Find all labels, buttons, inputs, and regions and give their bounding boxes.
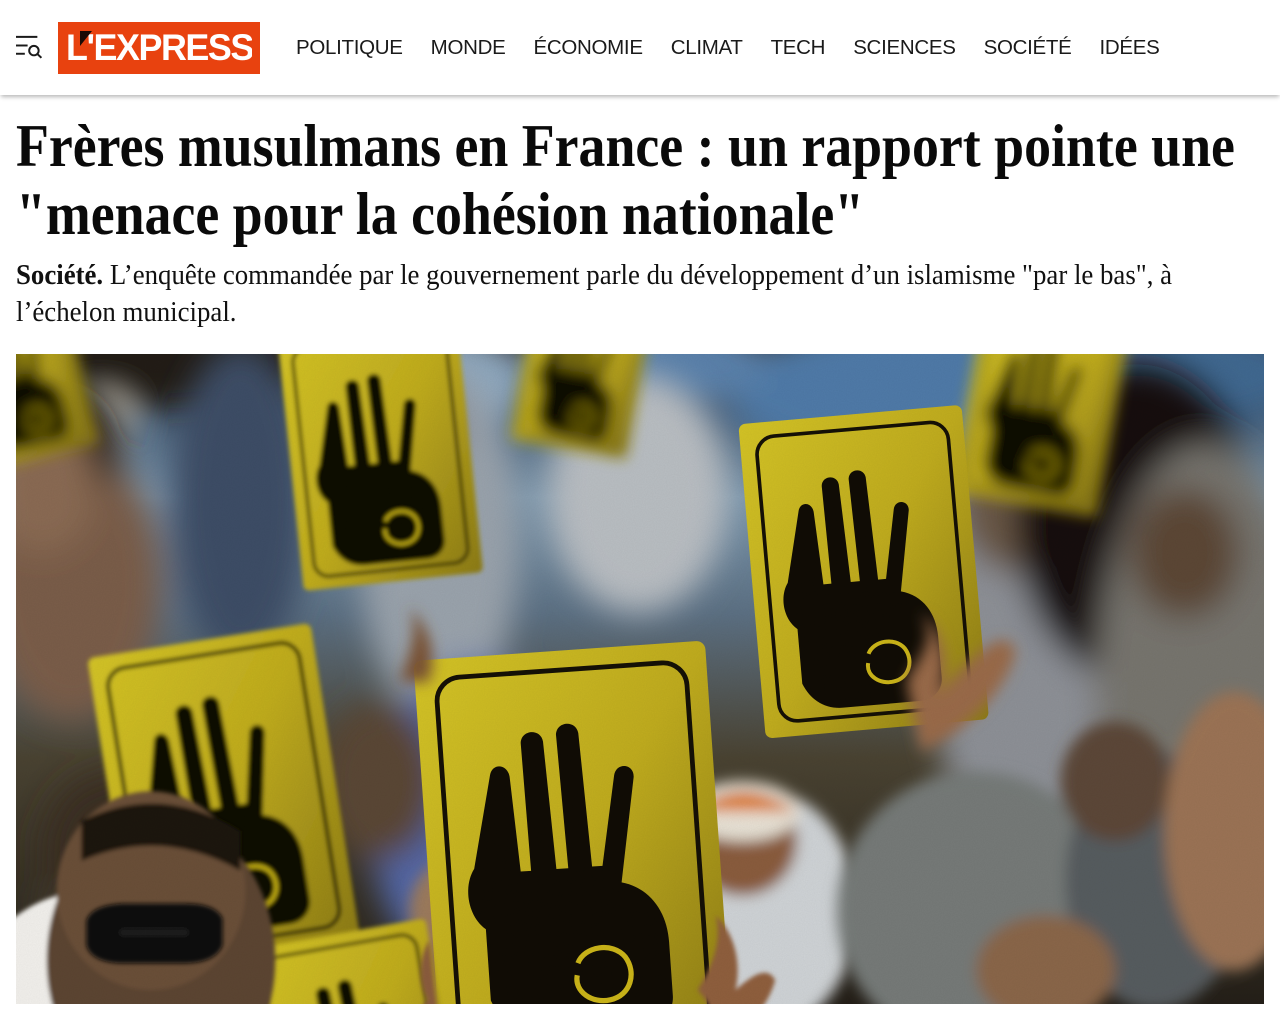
svg-text:L'EXPRESS: L'EXPRESS [66, 28, 252, 68]
